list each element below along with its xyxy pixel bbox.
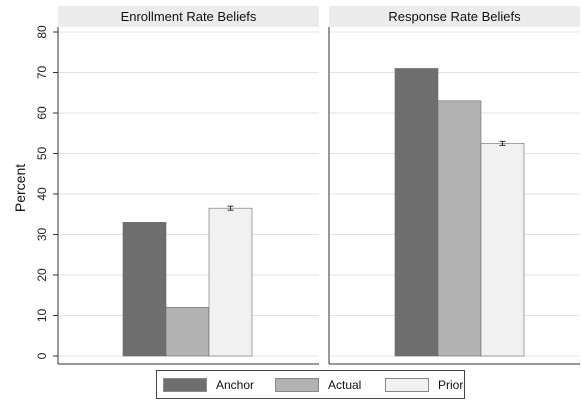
y-tick-label: 20 [35, 268, 49, 282]
y-axis-label: Percent [12, 164, 28, 212]
panel-title: Response Rate Beliefs [388, 9, 521, 24]
bar-actual [437, 100, 482, 357]
error-bar [499, 140, 506, 146]
y-tick-label: 70 [35, 66, 49, 80]
legend-label-prior: Prior [438, 378, 464, 392]
y-tick-label: 50 [35, 147, 49, 161]
bar-prior [480, 143, 525, 357]
panel-header [329, 6, 580, 27]
panel-title: Enrollment Rate Beliefs [121, 9, 257, 24]
bar-prior [208, 207, 253, 357]
legend-label-actual: Actual [328, 378, 362, 392]
error-bar [227, 205, 234, 211]
y-axis: 0 10 20 30 40 50 60 70 80 [35, 25, 58, 359]
legend-item-anchor: Anchor [163, 377, 254, 393]
legend-swatch-prior [385, 378, 429, 392]
legend: Anchor Actual Prior [156, 370, 465, 399]
panel-enrollment-rate-beliefs: Enrollment Rate Beliefs [57, 6, 319, 365]
y-tick-label: 40 [35, 187, 49, 201]
legend-label-anchor: Anchor [216, 378, 255, 392]
bar-actual [165, 307, 210, 357]
legend-item-actual: Actual [275, 377, 361, 393]
bar-anchor [394, 68, 439, 357]
panel-header [58, 6, 319, 27]
y-tick-label: 60 [35, 106, 49, 120]
legend-swatch-anchor [163, 378, 207, 392]
panel-response-rate-beliefs: Response Rate Beliefs [328, 6, 580, 365]
legend-swatch-actual [275, 378, 319, 392]
legend-item-prior: Prior [385, 377, 463, 393]
y-tick-label: 30 [35, 228, 49, 242]
y-tick-label: 80 [35, 25, 49, 39]
y-tick-label: 10 [35, 309, 49, 323]
y-tick-label: 0 [35, 352, 49, 359]
bar-anchor [122, 222, 167, 357]
